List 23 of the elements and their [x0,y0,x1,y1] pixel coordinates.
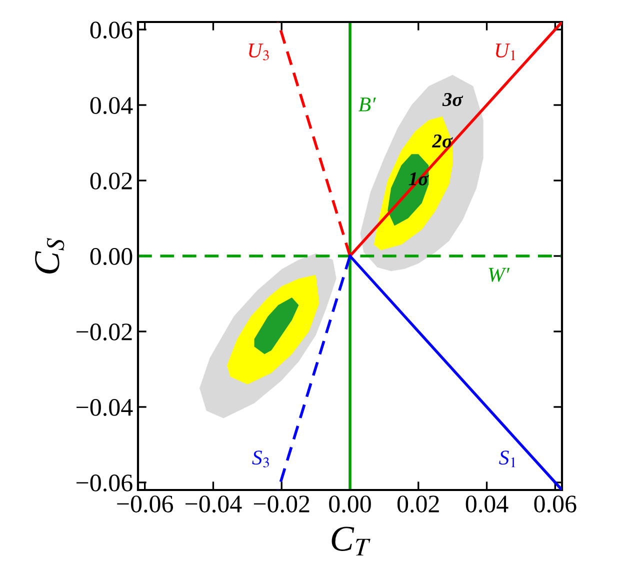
series-label: S$_{1}$ [499,450,516,468]
y-tick-label: −0.04 [76,399,133,416]
x-tick-label: −0.06 [117,496,174,513]
x-tick-label: 0.00 [329,496,371,513]
x-tick-label: −0.04 [186,496,242,513]
series-label: U$_{1}$ [496,44,516,60]
y-tick-label: 0.04 [90,97,133,114]
series-label: U$_{3}$ [249,44,269,60]
series-label: S$_{3}$ [252,450,269,468]
y-axis-title: C$_{S}$ [35,238,64,274]
x-tick-label: 0.04 [466,496,508,513]
ref-line-label: B′ [358,98,376,112]
series-label: 3σ [442,93,464,106]
ref-line-label: W′ [488,268,510,282]
y-tick-label: −0.02 [76,324,132,341]
x-tick-label: 0.06 [534,496,576,513]
y-tick-label: −0.06 [76,474,132,492]
y-tick-label: 0.06 [90,22,132,39]
x-tick-label: −0.02 [254,496,310,513]
y-tick-label: 0.02 [90,172,132,190]
x-axis-title: C$_{T}$ [332,526,370,556]
y-tick-label: 0.00 [90,248,132,266]
x-tick-label: 0.02 [397,496,439,513]
